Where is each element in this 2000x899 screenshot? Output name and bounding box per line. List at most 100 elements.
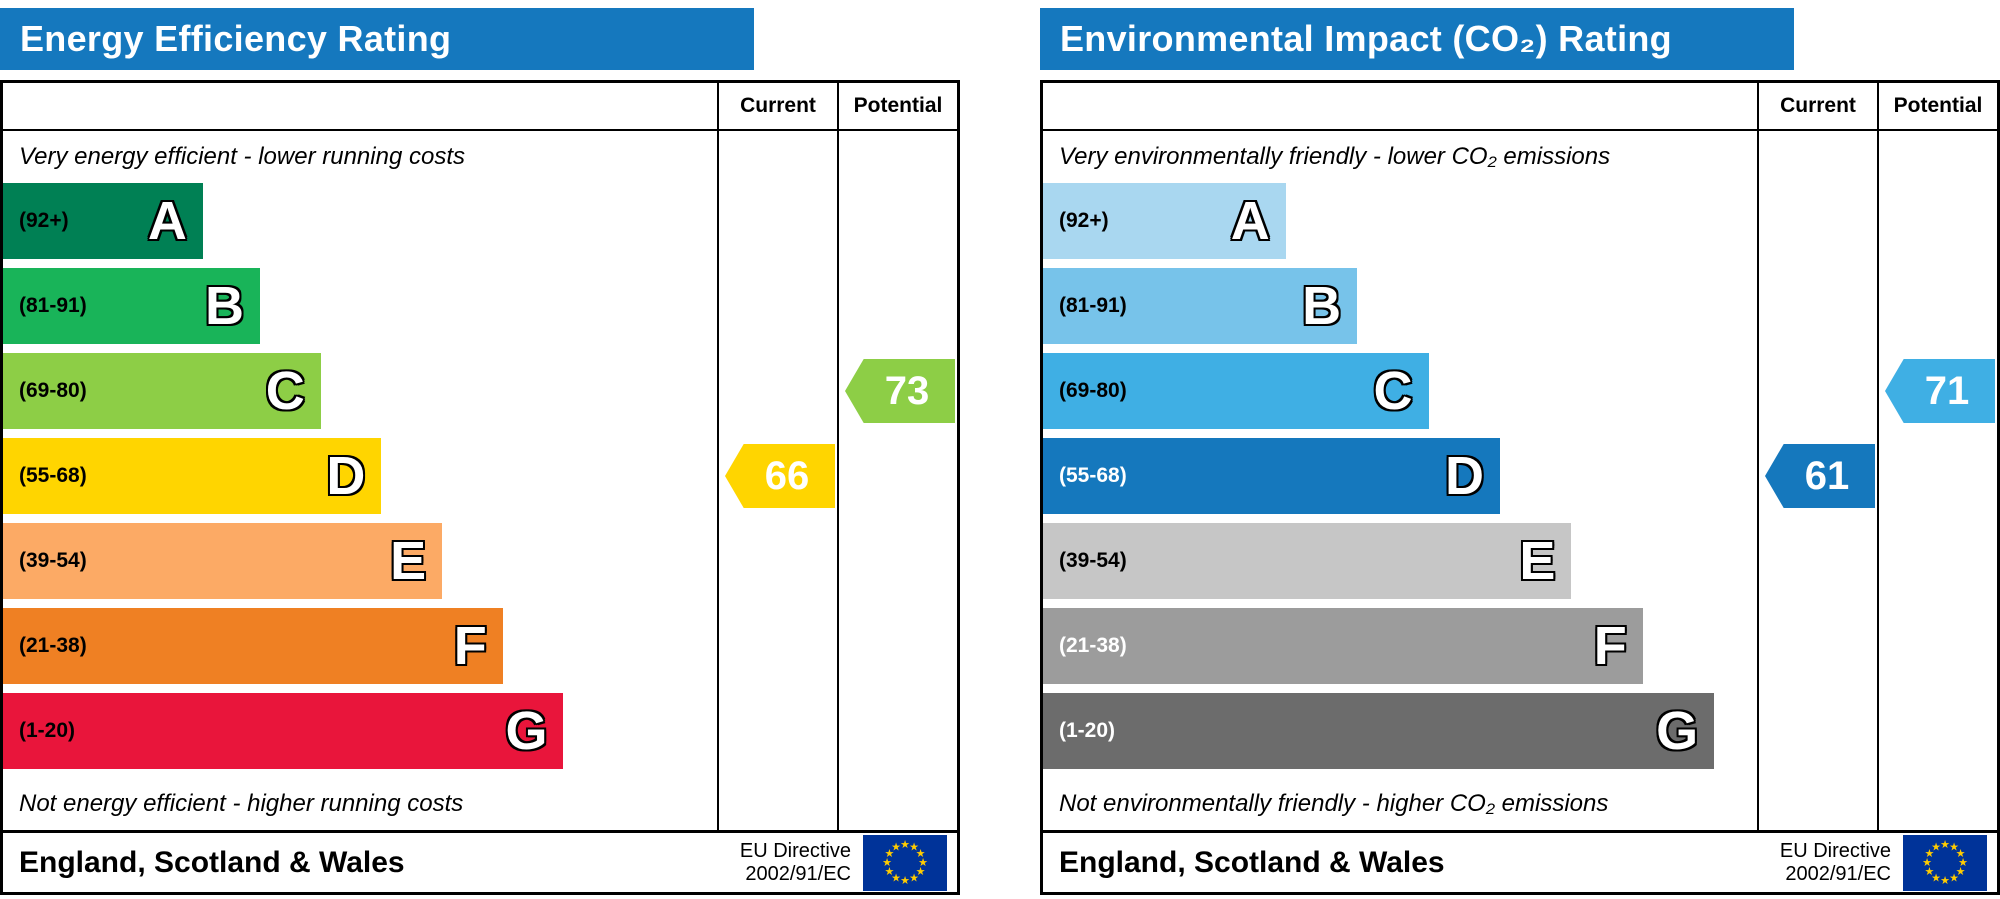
eu-directive-label: EU Directive 2002/91/EC bbox=[740, 840, 851, 886]
svg-text:★: ★ bbox=[909, 872, 919, 884]
band-row: (92+) A bbox=[1043, 183, 1757, 259]
energy-table-body: Very energy efficient - lower running co… bbox=[3, 131, 957, 830]
svg-text:★: ★ bbox=[1940, 875, 1950, 887]
eu-flag: ★ ★★ ★★★ ★★★ ★★★ bbox=[863, 834, 947, 891]
svg-text:★: ★ bbox=[891, 872, 901, 884]
band-row: (81-91) B bbox=[3, 268, 717, 344]
environmental-chart-footer: England, Scotland & Wales EU Directive 2… bbox=[1043, 830, 1997, 892]
band-range-label: (1-20) bbox=[19, 719, 76, 742]
band-row: (81-91) B bbox=[1043, 268, 1757, 344]
energy-current-rating-arrow: 66 bbox=[725, 444, 835, 508]
environmental-bands-area: Very environmentally friendly - lower CO… bbox=[1043, 131, 1757, 830]
svg-text:★: ★ bbox=[882, 857, 892, 869]
energy-band-f: (21-38) F bbox=[3, 608, 503, 684]
band-letter: F bbox=[1593, 616, 1627, 676]
eu-directive-line2: 2002/91/EC bbox=[745, 862, 851, 885]
band-letter: C bbox=[1373, 361, 1413, 421]
band-letter: G bbox=[505, 701, 548, 761]
energy-potential-rating-arrow: 73 bbox=[845, 359, 955, 423]
environmental-top-note: Very environmentally friendly - lower CO… bbox=[1059, 143, 1611, 170]
environmental-band-a: (92+) A bbox=[1043, 183, 1286, 259]
environmental-band-e: (39-54) E bbox=[1043, 523, 1572, 599]
environmental-potential-rating-value: 71 bbox=[1924, 368, 1970, 413]
svg-text:★: ★ bbox=[900, 875, 910, 887]
eu-flag: ★ ★★ ★★★ ★★★ ★★★ bbox=[1903, 834, 1987, 891]
band-row: (21-38) F bbox=[1043, 608, 1757, 684]
band-letter: E bbox=[390, 531, 427, 591]
band-row: (39-54) E bbox=[3, 523, 717, 599]
environmental-impact-chart: Environmental Impact (CO₂) Rating Curren… bbox=[1040, 8, 2000, 895]
band-letter: B bbox=[205, 276, 245, 336]
band-row: (1-20) G bbox=[1043, 693, 1757, 769]
energy-band-g: (1-20) G bbox=[3, 693, 564, 769]
environmental-band-f: (21-38) F bbox=[1043, 608, 1643, 684]
environmental-table-header: Current Potential bbox=[1043, 83, 1997, 131]
band-row: (69-80) C bbox=[1043, 353, 1757, 429]
band-range-label: (1-20) bbox=[1059, 719, 1116, 742]
band-range-label: (92+) bbox=[1059, 209, 1109, 232]
band-range-label: (55-68) bbox=[19, 464, 87, 487]
band-range-label: (39-54) bbox=[1059, 549, 1127, 572]
band-row: (92+) A bbox=[3, 183, 717, 259]
potential-column-header: Potential bbox=[1877, 83, 1997, 129]
band-range-label: (81-91) bbox=[19, 294, 87, 317]
environmental-title-bar: Environmental Impact (CO₂) Rating bbox=[1040, 8, 1794, 70]
svg-text:★: ★ bbox=[1931, 872, 1941, 884]
environmental-current-rating-arrow: 61 bbox=[1765, 444, 1875, 508]
band-row: (1-20) G bbox=[3, 693, 717, 769]
energy-bands-area: Very energy efficient - lower running co… bbox=[3, 131, 717, 830]
band-letter: E bbox=[1519, 531, 1556, 591]
region-label: England, Scotland & Wales bbox=[19, 845, 405, 879]
svg-text:★: ★ bbox=[1924, 866, 1934, 878]
energy-current-column: 66 bbox=[717, 131, 837, 830]
eu-directive-label: EU Directive 2002/91/EC bbox=[1780, 840, 1891, 886]
band-row: (21-38) F bbox=[3, 608, 717, 684]
energy-efficiency-chart: Energy Efficiency Rating Current Potenti… bbox=[0, 8, 960, 895]
potential-column-header: Potential bbox=[837, 83, 957, 129]
energy-band-e: (39-54) E bbox=[3, 523, 443, 599]
band-row: (69-80) C bbox=[3, 353, 717, 429]
svg-text:★: ★ bbox=[918, 857, 928, 869]
svg-text:★: ★ bbox=[884, 848, 894, 860]
energy-current-rating-value: 66 bbox=[764, 453, 810, 498]
environmental-potential-rating-arrow: 71 bbox=[1885, 359, 1995, 423]
band-row: (39-54) E bbox=[1043, 523, 1757, 599]
svg-text:★: ★ bbox=[1956, 866, 1966, 878]
energy-table-header: Current Potential bbox=[3, 83, 957, 131]
eu-directive-line1: EU Directive bbox=[1779, 839, 1891, 862]
energy-chart-title: Energy Efficiency Rating bbox=[20, 18, 452, 59]
svg-text:★: ★ bbox=[1922, 857, 1932, 869]
environmental-bottom-note: Not environmentally friendly - higher CO… bbox=[1059, 790, 1609, 817]
band-letter: A bbox=[1230, 191, 1270, 251]
environmental-chart-title: Environmental Impact (CO₂) Rating bbox=[1060, 18, 1672, 59]
environmental-band-d: (55-68) D bbox=[1043, 438, 1500, 514]
energy-band-b: (81-91) B bbox=[3, 268, 261, 344]
environmental-table-body: Very environmentally friendly - lower CO… bbox=[1043, 131, 1997, 830]
svg-text:★: ★ bbox=[1949, 872, 1959, 884]
band-range-label: (69-80) bbox=[1059, 379, 1127, 402]
environmental-rating-table: Current Potential Very environmentally f… bbox=[1040, 80, 2000, 895]
band-letter: D bbox=[326, 446, 366, 506]
svg-text:★: ★ bbox=[909, 841, 919, 853]
eu-directive-line2: 2002/91/EC bbox=[1785, 862, 1891, 885]
energy-rating-table: Current Potential Very energy efficient … bbox=[0, 80, 960, 895]
energy-band-d: (55-68) D bbox=[3, 438, 382, 514]
band-range-label: (21-38) bbox=[1059, 634, 1127, 657]
eu-directive-line1: EU Directive bbox=[739, 839, 851, 862]
energy-title-bar: Energy Efficiency Rating bbox=[0, 8, 754, 70]
header-spacer bbox=[1043, 83, 1757, 129]
band-range-label: (81-91) bbox=[1059, 294, 1127, 317]
svg-text:★: ★ bbox=[916, 866, 926, 878]
header-spacer bbox=[3, 83, 717, 129]
band-range-label: (55-68) bbox=[1059, 464, 1127, 487]
band-letter: B bbox=[1302, 276, 1342, 336]
svg-text:★: ★ bbox=[1940, 839, 1950, 851]
current-column-header: Current bbox=[717, 83, 837, 129]
band-letter: F bbox=[453, 616, 487, 676]
band-letter: A bbox=[147, 191, 187, 251]
band-range-label: (39-54) bbox=[19, 549, 87, 572]
svg-text:★: ★ bbox=[1924, 848, 1934, 860]
svg-text:★: ★ bbox=[916, 848, 926, 860]
band-letter: D bbox=[1444, 446, 1484, 506]
svg-text:★: ★ bbox=[884, 866, 894, 878]
